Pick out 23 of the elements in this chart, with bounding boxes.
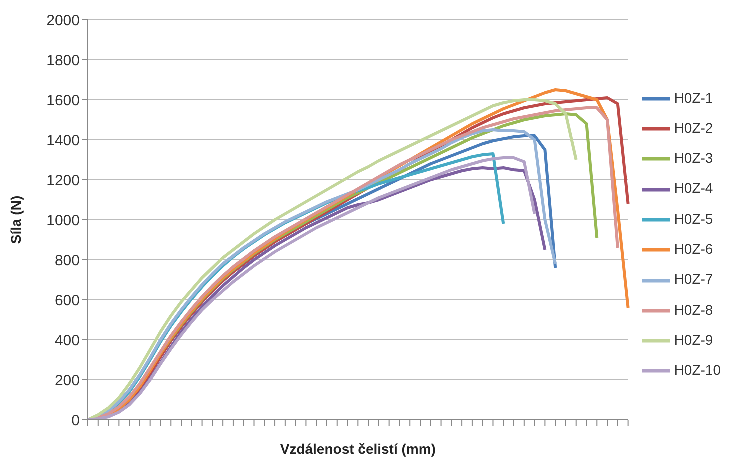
legend-label: H0Z-5 [674, 210, 714, 227]
y-tick-label: 0 [72, 412, 80, 430]
legend-label: H0Z-3 [674, 150, 714, 166]
legend-label: H0Z-9 [674, 332, 714, 348]
legend-label: H0Z-1 [674, 90, 714, 106]
y-tick-label: 2000 [46, 12, 80, 30]
y-axis-title: Síla (N) [8, 196, 24, 244]
y-tick-label: 1200 [46, 172, 80, 190]
legend-label: H0Z-4 [674, 180, 714, 196]
x-axis-title: Vzdálenost čelistí (mm) [280, 441, 436, 457]
y-tick-label: 1600 [46, 92, 80, 110]
y-tick-label: 200 [54, 372, 80, 390]
y-tick-label: 400 [54, 332, 80, 350]
y-tick-label: 1400 [46, 132, 80, 150]
legend-label: H0Z-6 [674, 241, 714, 257]
y-tick-label: 1800 [46, 52, 80, 70]
legend-label: H0Z-7 [674, 271, 714, 288]
legend-label: H0Z-2 [674, 120, 714, 136]
y-tick-label: 1000 [46, 212, 80, 230]
legend-label: H0Z-10 [674, 362, 721, 378]
legend-label: H0Z-8 [674, 302, 714, 318]
y-tick-label: 600 [54, 292, 80, 310]
y-tick-label: 800 [54, 252, 80, 270]
